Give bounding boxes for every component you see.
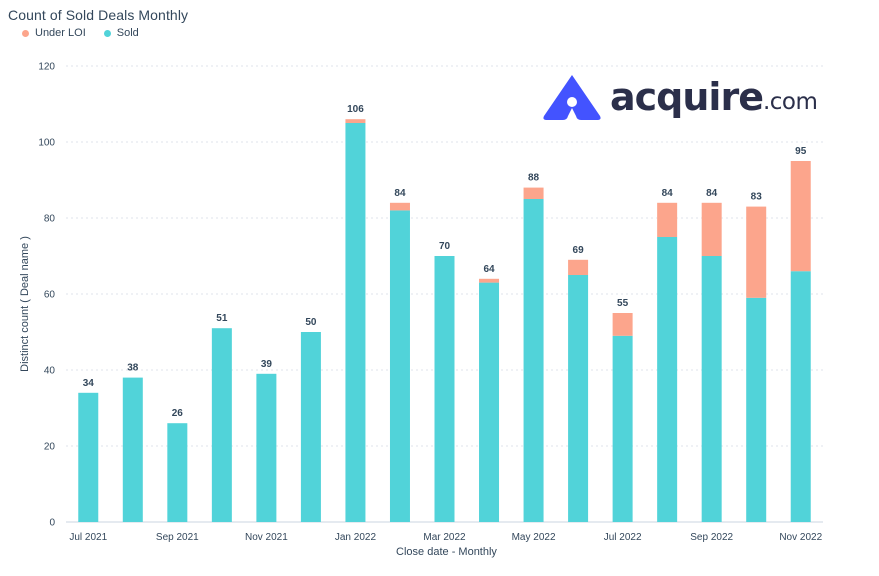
bar-total-label: 51: [216, 313, 228, 324]
bar-total-label: 106: [347, 104, 364, 115]
x-tick-label: Sep 2022: [690, 532, 733, 543]
x-tick-label: May 2022: [512, 532, 556, 543]
bar-sold: [568, 275, 589, 522]
logo-wordmark: acquire: [610, 75, 764, 119]
acquire-logo: acquire .com: [540, 72, 818, 122]
bar-under-loi: [701, 202, 722, 256]
bar-under-loi: [568, 259, 589, 275]
bar-under-loi: [389, 202, 410, 211]
bar-total-label: 26: [172, 408, 184, 419]
bar-sold: [746, 297, 767, 522]
bar-total-label: 69: [573, 245, 585, 256]
bar-sold: [790, 271, 811, 522]
bar-under-loi: [612, 313, 633, 336]
bar-sold: [523, 199, 544, 522]
legend-label-under-loi: Under LOI: [35, 27, 86, 39]
y-tick-label: 60: [44, 290, 56, 301]
chart-legend: Under LOI Sold: [22, 27, 139, 39]
bar-sold: [211, 328, 232, 522]
bar-total-label: 34: [83, 378, 95, 389]
bar-sold: [345, 123, 366, 522]
bar-sold: [612, 335, 633, 522]
x-tick-label: Jul 2022: [604, 532, 642, 543]
y-tick-label: 100: [38, 138, 55, 149]
bar-under-loi: [790, 161, 811, 272]
x-tick-label: Jul 2021: [69, 532, 107, 543]
bar-under-loi: [746, 206, 767, 298]
acquire-logo-icon: [543, 75, 601, 120]
bar-total-label: 55: [617, 298, 629, 309]
y-tick-label: 20: [44, 442, 56, 453]
y-axis-title: Distinct count ( Deal name ): [19, 236, 31, 372]
bar-under-loi: [479, 278, 500, 283]
bar-sold: [434, 256, 455, 522]
bar-sold: [701, 256, 722, 522]
y-tick-label: 80: [44, 214, 56, 225]
bar-under-loi: [345, 119, 366, 123]
bar-under-loi: [523, 187, 544, 199]
bar-total-label: 84: [706, 188, 718, 199]
x-tick-label: Jan 2022: [335, 532, 377, 543]
bar-sold: [300, 332, 321, 522]
bar-total-label: 64: [483, 264, 495, 275]
bar-total-label: 83: [751, 192, 763, 203]
bar-sold: [256, 373, 277, 522]
bar-total-label: 70: [439, 241, 451, 252]
bar-total-label: 95: [795, 146, 807, 157]
bar-sold: [167, 423, 188, 522]
bar-total-label: 39: [261, 359, 273, 370]
bar-sold: [122, 377, 143, 522]
y-tick-label: 0: [49, 518, 55, 529]
legend-item-sold[interactable]: Sold: [103, 27, 139, 39]
x-tick-label: Sep 2021: [156, 532, 199, 543]
legend-label-sold: Sold: [116, 27, 139, 39]
logo-suffix: .com: [762, 88, 818, 115]
bar-sold: [389, 210, 410, 522]
legend-item-under-loi[interactable]: Under LOI: [22, 27, 86, 39]
y-tick-label: 40: [44, 366, 56, 377]
x-tick-label: Nov 2021: [245, 532, 288, 543]
bar-sold: [479, 282, 500, 522]
chart-title: Count of Sold Deals Monthly: [8, 7, 189, 23]
x-tick-label: Nov 2022: [779, 532, 822, 543]
legend-swatch-sold: [103, 29, 111, 37]
x-axis-title: Close date - Monthly: [396, 546, 497, 558]
bar-total-label: 38: [127, 363, 139, 374]
bar-total-label: 88: [528, 173, 540, 184]
bar-sold: [78, 392, 99, 522]
bar-sold: [657, 237, 678, 522]
bar-total-label: 84: [394, 188, 406, 199]
bar-total-label: 84: [662, 188, 674, 199]
legend-swatch-under-loi: [22, 29, 29, 37]
x-tick-label: Mar 2022: [423, 532, 466, 543]
bar-total-label: 50: [305, 317, 317, 328]
y-tick-label: 120: [38, 62, 55, 73]
bar-under-loi: [657, 202, 678, 237]
